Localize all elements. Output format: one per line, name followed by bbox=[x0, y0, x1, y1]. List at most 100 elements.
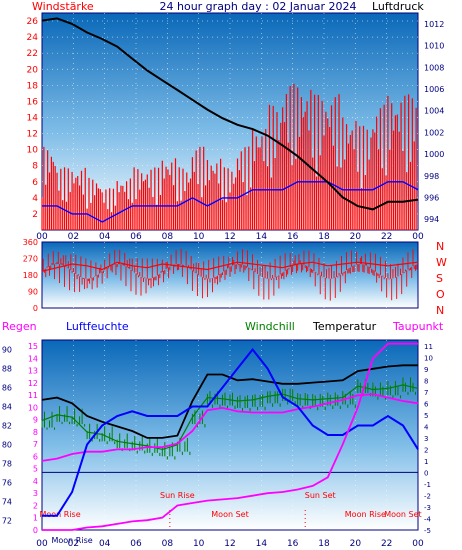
chart-marks: 2468101214161820222426994996998100010021… bbox=[2, 13, 447, 549]
panel3-rain-tick: 11 bbox=[28, 391, 38, 400]
header-center: 24 hour graph day : 02 Januar 2024 bbox=[160, 0, 357, 13]
panel3-humidity-tick: 82 bbox=[2, 422, 12, 431]
panel3-x-tick: 04 bbox=[99, 539, 111, 549]
panel1-x-tick: 12 bbox=[224, 232, 235, 242]
label-windchill: Windchill bbox=[245, 320, 295, 333]
panel3-x-tick: 00 bbox=[36, 539, 48, 549]
panel1-y-right-tick: 994 bbox=[424, 215, 439, 224]
panel3-rain-tick: 10 bbox=[28, 403, 38, 412]
panel3-temp-tick: -1 bbox=[424, 481, 431, 489]
panel3-x-tick: 10 bbox=[193, 539, 205, 549]
panel3-humidity-tick: 74 bbox=[2, 498, 12, 507]
panel1-y-left-tick: 10 bbox=[27, 146, 39, 156]
panel3-humidity-tick: 84 bbox=[2, 403, 12, 412]
panel3-temp-tick: -4 bbox=[424, 515, 432, 523]
panel3-humidity-tick: 80 bbox=[2, 441, 12, 450]
panel1-y-left-tick: 12 bbox=[27, 130, 38, 140]
header-left: Windstärke bbox=[32, 0, 94, 13]
astro-annotation: Moon Rise bbox=[345, 510, 386, 519]
panel1-y-left-tick: 2 bbox=[32, 210, 38, 220]
panel3-x-tick: 14 bbox=[256, 539, 268, 549]
label-taupunkt: Taupunkt bbox=[392, 320, 444, 333]
panel3-temp-tick: 9 bbox=[424, 366, 428, 374]
panel3-temp-tick: 0 bbox=[424, 469, 428, 477]
panel3-rain-tick: 3 bbox=[33, 489, 38, 498]
panel3-temp-tick: 1 bbox=[424, 458, 428, 466]
panel1-x-tick: 00 bbox=[412, 232, 424, 242]
label-luftfeuchte: Luftfeuchte bbox=[66, 320, 129, 333]
panel1-y-left-tick: 18 bbox=[27, 81, 39, 91]
panel3-rain-tick: 8 bbox=[33, 428, 38, 437]
panel2-compass-label: S bbox=[436, 272, 443, 285]
panel3-humidity-tick: 86 bbox=[2, 384, 12, 393]
panel3-rain-tick: 0 bbox=[33, 526, 38, 535]
panel3-temp-tick: 6 bbox=[424, 400, 429, 408]
panel3-humidity-tick: 90 bbox=[2, 346, 12, 355]
panel3-rain-tick: 2 bbox=[33, 501, 38, 510]
panel3-temp-tick: 2 bbox=[424, 446, 428, 454]
windchill-line bbox=[41, 384, 419, 451]
panel3-rain-tick: 13 bbox=[28, 367, 38, 376]
panel1-y-right-tick: 1008 bbox=[424, 63, 444, 72]
header-right: Luftdruck bbox=[372, 0, 424, 13]
panel1-x-tick: 14 bbox=[256, 232, 268, 242]
astro-annotation: Moon Rise bbox=[39, 510, 80, 519]
panel1-y-right-tick: 1012 bbox=[424, 20, 444, 29]
rain-line bbox=[42, 342, 418, 531]
panel3-humidity-tick: 88 bbox=[2, 365, 12, 374]
panel1-y-right-tick: 1006 bbox=[424, 85, 444, 94]
astro-annotation: Sun Set bbox=[305, 491, 336, 500]
panel3-temp-tick: -2 bbox=[424, 492, 431, 500]
panel1-x-tick: 06 bbox=[130, 232, 142, 242]
wind-direction-line bbox=[41, 261, 419, 272]
panel3-x-tick: 12 bbox=[224, 539, 235, 549]
panel2-compass-label: O bbox=[436, 288, 445, 301]
panel1-y-left-tick: 14 bbox=[27, 113, 39, 123]
panel1-x-tick: 18 bbox=[318, 232, 330, 242]
panel3-temp-tick: 7 bbox=[424, 389, 428, 397]
panel2-compass-label: W bbox=[436, 256, 447, 269]
panel3-temp-tick: 5 bbox=[424, 412, 428, 420]
panel3-rain-tick: 4 bbox=[33, 477, 38, 486]
panel1-x-tick: 00 bbox=[36, 232, 48, 242]
panel3-temp-tick: 3 bbox=[424, 435, 428, 443]
panel1-y-left-tick: 26 bbox=[27, 17, 39, 27]
panel3-humidity-tick: 78 bbox=[2, 460, 12, 469]
panel1-y-left-tick: 20 bbox=[27, 65, 39, 75]
panel1-y-left-tick: 4 bbox=[32, 194, 38, 204]
pressure-line bbox=[41, 17, 419, 211]
panel1-x-tick: 02 bbox=[68, 232, 79, 242]
panel1-y-right-tick: 1010 bbox=[424, 42, 444, 51]
panel1-y-left-tick: 24 bbox=[27, 33, 39, 43]
panel2-y-left-tick: 0 bbox=[33, 304, 38, 313]
panel1-y-right-tick: 1002 bbox=[424, 128, 444, 137]
panel1-x-tick: 20 bbox=[350, 232, 362, 242]
panel2-y-left-tick: 90 bbox=[28, 288, 38, 297]
panel1-y-right-tick: 1000 bbox=[424, 150, 444, 159]
wind-blue-line bbox=[42, 181, 419, 223]
panel2-compass-label: N bbox=[436, 240, 444, 253]
astro-annotation: Moon Set bbox=[384, 510, 421, 519]
panel1-x-tick: 16 bbox=[287, 232, 299, 242]
panel3-rain-tick: 12 bbox=[28, 379, 38, 388]
panel3-rain-tick: 7 bbox=[33, 440, 38, 449]
panel2-compass-label: N bbox=[436, 304, 444, 317]
panel3-x-tick: 20 bbox=[350, 539, 362, 549]
panel3-rain-tick: 1 bbox=[33, 514, 38, 523]
panel3-x-tick: 16 bbox=[287, 539, 299, 549]
panel3-rain-tick: 15 bbox=[28, 342, 38, 351]
panel3-x-tick: 08 bbox=[162, 539, 174, 549]
panel3-temp-tick: 4 bbox=[424, 423, 429, 431]
panel1-y-left-tick: 8 bbox=[32, 162, 38, 172]
panel3-humidity-tick: 72 bbox=[2, 517, 12, 526]
panel1-y-left-tick: 6 bbox=[32, 178, 38, 188]
panel1-x-tick: 10 bbox=[193, 232, 205, 242]
panel3-x-tick: 18 bbox=[318, 539, 330, 549]
panel3-temp-tick: 10 bbox=[424, 354, 433, 362]
humidity-line bbox=[42, 347, 419, 517]
panel3-temp-tick: 11 bbox=[424, 343, 433, 351]
astro-annotation: Moon Set bbox=[211, 510, 248, 519]
panel1-y-right-tick: 996 bbox=[424, 193, 439, 202]
panel3-x-tick: 02 bbox=[68, 539, 79, 549]
